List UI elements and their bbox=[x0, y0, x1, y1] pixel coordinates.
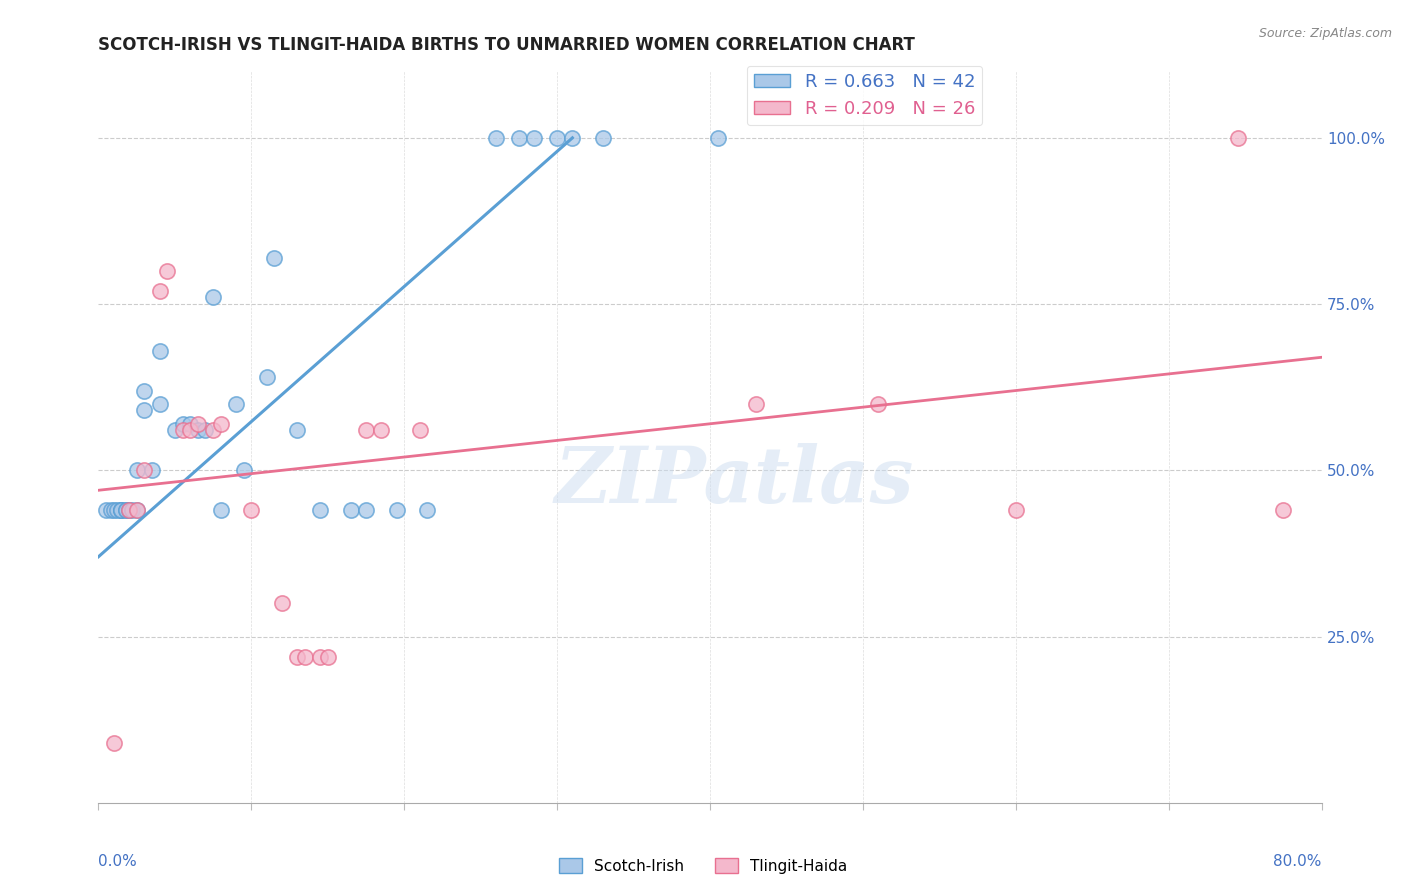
Point bbox=[94, 503, 117, 517]
Text: SCOTCH-IRISH VS TLINGIT-HAIDA BIRTHS TO UNMARRIED WOMEN CORRELATION CHART: SCOTCH-IRISH VS TLINGIT-HAIDA BIRTHS TO … bbox=[98, 36, 915, 54]
Text: ZIPatlas: ZIPatlas bbox=[555, 442, 914, 519]
Point bbox=[354, 503, 377, 517]
Text: Source: ZipAtlas.com: Source: ZipAtlas.com bbox=[1258, 27, 1392, 40]
Point bbox=[209, 503, 232, 517]
Point bbox=[149, 343, 172, 358]
Point bbox=[141, 463, 163, 477]
Point bbox=[134, 384, 156, 398]
Point bbox=[202, 290, 225, 304]
Point bbox=[115, 503, 138, 517]
Point bbox=[745, 397, 768, 411]
Legend: Scotch-Irish, Tlingit-Haida: Scotch-Irish, Tlingit-Haida bbox=[553, 852, 853, 880]
Point bbox=[339, 503, 361, 517]
Point bbox=[149, 397, 172, 411]
Point bbox=[256, 370, 278, 384]
Point bbox=[110, 503, 132, 517]
Point bbox=[115, 503, 138, 517]
Point bbox=[187, 424, 209, 438]
Point bbox=[134, 403, 156, 417]
Point bbox=[125, 503, 148, 517]
Point bbox=[316, 649, 339, 664]
Point bbox=[370, 424, 392, 438]
Point bbox=[187, 417, 209, 431]
Point bbox=[263, 251, 285, 265]
Point bbox=[523, 131, 546, 145]
Point bbox=[118, 503, 141, 517]
Point bbox=[179, 424, 201, 438]
Point bbox=[225, 397, 247, 411]
Point bbox=[110, 503, 132, 517]
Point bbox=[546, 131, 568, 145]
Point bbox=[163, 424, 186, 438]
Point bbox=[202, 424, 225, 438]
Point bbox=[240, 503, 263, 517]
Point bbox=[385, 503, 408, 517]
Point bbox=[561, 131, 583, 145]
Point bbox=[294, 649, 316, 664]
Text: 80.0%: 80.0% bbox=[1274, 854, 1322, 869]
Point bbox=[416, 503, 439, 517]
Point bbox=[706, 131, 728, 145]
Point bbox=[172, 424, 194, 438]
Point bbox=[408, 424, 430, 438]
Point bbox=[285, 424, 308, 438]
Point bbox=[105, 503, 128, 517]
Point bbox=[868, 397, 890, 411]
Point bbox=[100, 503, 122, 517]
Point bbox=[149, 284, 172, 298]
Point bbox=[134, 463, 156, 477]
Point bbox=[508, 131, 530, 145]
Point bbox=[354, 424, 377, 438]
Point bbox=[194, 424, 217, 438]
Point bbox=[485, 131, 508, 145]
Point bbox=[121, 503, 143, 517]
Point bbox=[1272, 503, 1295, 517]
Legend: R = 0.663   N = 42, R = 0.209   N = 26: R = 0.663 N = 42, R = 0.209 N = 26 bbox=[747, 66, 983, 125]
Point bbox=[309, 503, 332, 517]
Point bbox=[179, 417, 201, 431]
Point bbox=[1226, 131, 1249, 145]
Point bbox=[125, 463, 148, 477]
Point bbox=[270, 596, 292, 610]
Point bbox=[172, 417, 194, 431]
Point bbox=[110, 503, 132, 517]
Point bbox=[103, 736, 125, 750]
Point bbox=[285, 649, 308, 664]
Point bbox=[1004, 503, 1026, 517]
Point bbox=[156, 264, 179, 278]
Point bbox=[118, 503, 141, 517]
Point bbox=[232, 463, 254, 477]
Point bbox=[592, 131, 614, 145]
Point bbox=[125, 503, 148, 517]
Point bbox=[309, 649, 332, 664]
Point bbox=[209, 417, 232, 431]
Text: 0.0%: 0.0% bbox=[98, 854, 138, 869]
Point bbox=[103, 503, 125, 517]
